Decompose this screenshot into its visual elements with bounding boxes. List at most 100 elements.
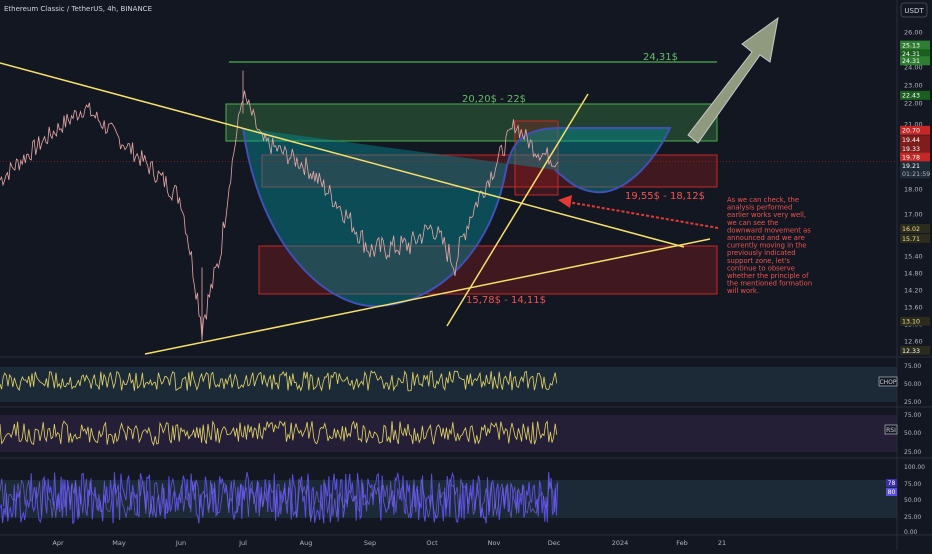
uptrend-line <box>144 238 711 355</box>
downtrend-line <box>0 62 685 248</box>
analysis-note-line: As we can check, the <box>727 196 799 204</box>
analysis-note: As we can check, the analysis performed ea… <box>727 196 812 295</box>
stoch-d-line <box>0 478 557 519</box>
stoch-tag-top <box>886 479 897 487</box>
analysis-note-line: whether the principle of <box>727 272 809 280</box>
indicator-tick-label: 25.00 <box>904 449 921 456</box>
price-tag <box>900 125 930 135</box>
indicator-tick-label: 75.00 <box>904 363 921 370</box>
time-tick-label: Feb <box>676 539 688 547</box>
price-tick-label: 26.00 <box>904 29 923 37</box>
time-tick-label: 2024 <box>612 539 629 547</box>
time-tick-label: Jul <box>238 539 247 547</box>
indicator-tick-label: 75.00 <box>904 481 921 488</box>
stoch-label-bottom: 80 <box>888 489 896 496</box>
price-tag-label: 01:21:59 <box>902 171 930 178</box>
price-tag-label: 24.31 <box>902 58 920 65</box>
analysis-note-line: will work. <box>727 287 759 295</box>
analysis-note-line: previously indicated <box>727 249 796 257</box>
price-tick-label: 14.20 <box>904 287 923 295</box>
chop-line <box>0 370 558 392</box>
bullish-arrow-icon <box>687 16 779 144</box>
price-line-group <box>0 70 897 341</box>
indicator-tick-label: 50.00 <box>904 497 921 504</box>
price-tick-label: 17.00 <box>904 211 923 219</box>
price-tag <box>900 135 930 145</box>
price-tag <box>900 161 930 171</box>
price-tick-label: 14.80 <box>904 270 923 278</box>
analysis-note-line: currently moving in the <box>727 242 807 250</box>
time-tick-label: Apr <box>52 539 64 547</box>
time-tick-label: Dec <box>548 539 561 547</box>
price-tag <box>900 234 930 243</box>
stoch-label-top: 78 <box>888 480 896 487</box>
price-tick-label: 12.60 <box>904 338 923 346</box>
stoch-tag-bottom <box>886 488 897 496</box>
price-tag <box>900 152 930 162</box>
price-tag-label: 22.43 <box>902 93 920 100</box>
price-tick-label: 15.40 <box>904 253 923 261</box>
steep-trend-line <box>446 93 589 327</box>
time-axis: Apr May Jun Jul Aug Sep Oct Nov Dec 2024 Feb 21 <box>52 539 726 547</box>
currency-label: USDT <box>904 7 924 15</box>
rsi-tag <box>884 424 898 435</box>
chop-panel-band <box>0 367 897 402</box>
price-tick-label: 18.00 <box>904 186 923 194</box>
label-zone-top: 20,20$ - 22$ <box>462 94 526 105</box>
price-tag <box>900 56 930 66</box>
price-tag <box>900 40 930 50</box>
price-tag-label: 19.33 <box>902 146 920 153</box>
chop-label: CHOP <box>879 379 896 386</box>
price-tag-label: 13.10 <box>902 319 920 326</box>
price-tag <box>900 224 930 233</box>
rsi-panel-band <box>0 415 897 452</box>
analysis-note-line: analysis performed <box>727 204 792 212</box>
chart-title: Ethereum Classic / TetherUS, 4h, BINANCE <box>4 5 152 13</box>
analysis-note-line: downward movement as <box>727 226 811 234</box>
rsi-line <box>0 420 558 447</box>
price-tag <box>900 49 930 59</box>
time-tick-label: May <box>112 539 126 547</box>
price-tick-label: 21.00 <box>904 121 923 129</box>
price-tag-label: 19.44 <box>902 137 920 144</box>
zone-bottom <box>258 245 718 295</box>
price-tag-label: 19.78 <box>902 155 920 162</box>
price-tag <box>900 144 930 154</box>
price-tag <box>900 90 930 100</box>
cup-handle-pattern <box>242 127 672 308</box>
label-zone-mid: 19,55$ - 18,12$ <box>625 191 705 202</box>
indicator-ticks: 75.00 50.00 25.00 75.00 50.00 25.00 100.00 75.0… <box>904 363 925 536</box>
time-tick-label: Nov <box>488 539 501 547</box>
currency-button[interactable] <box>900 2 928 18</box>
time-tick-label: Oct <box>426 539 438 547</box>
indicator-tick-label: 75.00 <box>904 412 921 419</box>
indicator-tick-label: 100.00 <box>904 464 925 471</box>
price-series-line <box>0 90 559 340</box>
pointer-arrow-head-icon <box>558 195 572 208</box>
time-tick-label: Jun <box>175 539 186 547</box>
analysis-note-line: announced and we are <box>727 234 805 242</box>
price-tag-label: 19.21 <box>902 163 920 170</box>
analysis-note-line: continue to observe <box>727 264 795 272</box>
time-tick-label: Aug <box>300 539 313 547</box>
price-tick-label: 24.00 <box>904 64 923 72</box>
price-tag <box>900 169 930 179</box>
price-tag-label: 16.02 <box>902 226 920 233</box>
label-level-2431: 24,31$ <box>643 52 678 63</box>
analysis-note-line: we can see the <box>727 219 779 227</box>
analysis-note-line: earlier works very well, <box>727 211 806 219</box>
analysis-note-line: the mentioned formation <box>727 280 812 288</box>
price-tick-label: 13.60 <box>904 304 923 312</box>
time-tick-label: 21 <box>718 539 726 547</box>
label-zone-bottom: 15,78$ - 14,11$ <box>466 295 546 306</box>
price-tag-label: 24.31 <box>902 51 920 58</box>
price-tick-label: 22.00 <box>904 100 923 108</box>
stoch-k-line <box>0 471 559 525</box>
price-tag-label: 15.71 <box>902 236 920 243</box>
indicator-tick-label: 50.00 <box>904 430 921 437</box>
analysis-note-line: support zone, let's <box>727 257 790 265</box>
price-tag-label: 25.13 <box>902 42 920 49</box>
indicator-tick-label: 25.00 <box>904 399 921 406</box>
